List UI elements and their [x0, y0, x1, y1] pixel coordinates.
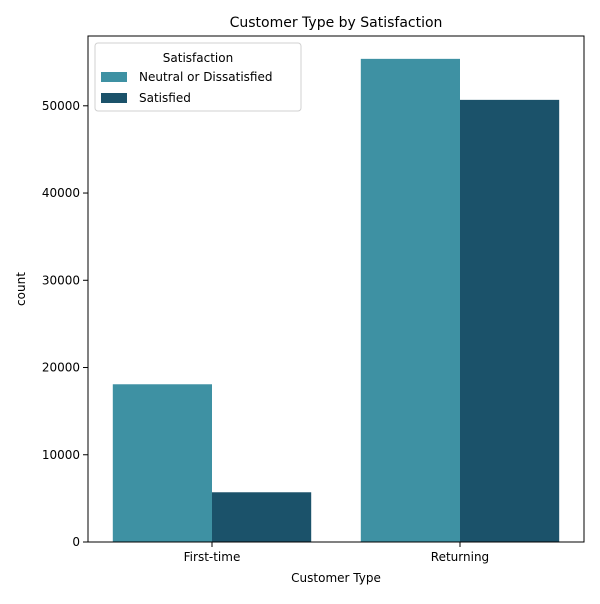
y-tick-label-30000: 30000 — [42, 273, 80, 287]
bar-returning-satisfied — [460, 99, 560, 542]
bar-first-time-neutral-or-dissatisfied — [112, 384, 212, 542]
x-tick-label-first-time: First-time — [184, 550, 241, 564]
y-tick-label-10000: 10000 — [42, 448, 80, 462]
y-tick-label-20000: 20000 — [42, 361, 80, 375]
legend-title: Satisfaction — [163, 51, 233, 65]
y-axis-label: count — [14, 272, 28, 306]
y-tick-label-0: 0 — [72, 535, 80, 549]
legend-label-satisfied: Satisfied — [139, 91, 191, 105]
bar-returning-neutral-or-dissatisfied — [360, 58, 460, 543]
y-tick-label-50000: 50000 — [42, 99, 80, 113]
legend-swatch-satisfied — [101, 93, 127, 103]
legend-label-neutral-or-dissatisfied: Neutral or Dissatisfied — [139, 70, 272, 84]
x-tick-label-returning: Returning — [431, 550, 489, 564]
plot-area: First-time Returning 0 10000 20000 30000 40000… — [42, 58, 560, 564]
bar-first-time-satisfied — [212, 492, 312, 542]
y-tick-label-40000: 40000 — [42, 186, 80, 200]
legend-box — [94, 42, 302, 112]
legend: Satisfaction Neutral or Dissatisfied Sat… — [94, 42, 302, 112]
x-axis-label: Customer Type — [291, 571, 381, 585]
chart-title: Customer Type by Satisfaction — [230, 15, 443, 31]
legend-swatch-neutral-or-dissatisfied — [101, 72, 127, 82]
plot-frame — [87, 35, 585, 543]
